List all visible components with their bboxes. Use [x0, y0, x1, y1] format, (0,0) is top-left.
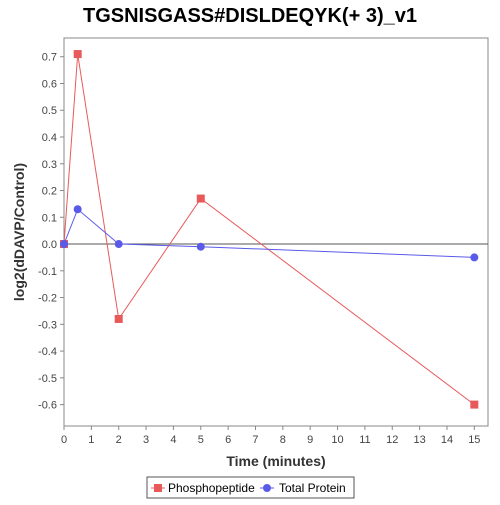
y-tick-label: 0.4 [42, 132, 57, 144]
legend-box [146, 476, 355, 499]
y-tick-label: -0.5 [38, 373, 57, 385]
x-tick-label: 5 [198, 434, 204, 446]
data-point-phosphopeptide [196, 194, 205, 203]
x-tick-label: 8 [280, 434, 286, 446]
data-point-total-protein [114, 240, 123, 249]
legend-marker-phosphopeptide [154, 484, 162, 492]
series-layer [60, 50, 479, 409]
data-point-total-protein [60, 240, 68, 249]
x-tick-label: 1 [88, 434, 94, 446]
x-tick-label: 4 [170, 434, 176, 446]
data-point-total-protein [470, 253, 479, 262]
y-tick-label: 0.7 [42, 52, 57, 64]
data-point-phosphopeptide [470, 400, 479, 409]
x-axis: 0 1 2 3 4 5 6 7 8 9 10 11 12 13 14 15 [61, 426, 480, 446]
data-point-phosphopeptide [114, 314, 123, 323]
plot-area [63, 37, 489, 427]
x-tick-label: 12 [386, 434, 398, 446]
y-tick-label: -0.3 [38, 319, 57, 331]
y-tick-label: -0.4 [38, 346, 57, 358]
x-tick-label: 10 [331, 434, 343, 446]
x-tick-label: 11 [359, 434, 370, 446]
x-tick-label: 2 [116, 434, 122, 446]
y-tick-label: -0.6 [38, 400, 57, 412]
chart-title: TGSNISGASS#DISLDEQYK(+ 3)_v1 [83, 5, 417, 27]
y-axis-label: log2(dDAVP/Control) [11, 163, 27, 301]
y-tick-label: 0.3 [42, 159, 57, 171]
y-tick-label: 0.2 [42, 186, 57, 198]
x-tick-label: 0 [61, 434, 67, 446]
legend-label-phosphopeptide: Phosphopeptide [168, 481, 255, 495]
y-tick-label: 0.0 [42, 239, 57, 251]
data-point-total-protein [73, 205, 82, 214]
x-tick-label: 7 [252, 434, 258, 446]
x-tick-label: 6 [225, 434, 231, 446]
x-tick-label: 13 [413, 434, 425, 446]
y-tick-label: 0.5 [42, 105, 57, 117]
x-tick-label: 9 [307, 434, 313, 446]
legend: Phosphopeptide Total Protein [146, 476, 355, 499]
legend-marker-total-protein [263, 484, 271, 492]
legend-label-total-protein: Total Protein [279, 481, 346, 495]
x-tick-label: 3 [143, 434, 149, 446]
y-tick-label: 0.6 [42, 78, 57, 90]
x-tick-label: 15 [468, 434, 480, 446]
y-axis: 0.7 0.6 0.5 0.4 0.3 0.2 0.1 0.0 -0.1 -0.2 -0.3 -0.4… [38, 52, 64, 412]
y-tick-label: 0.1 [42, 212, 57, 224]
x-axis-label: Time (minutes) [226, 453, 325, 469]
y-tick-label: -0.1 [38, 266, 57, 278]
y-tick-label: -0.2 [38, 293, 57, 305]
x-tick-label: 14 [441, 434, 453, 446]
data-point-phosphopeptide [73, 50, 82, 59]
data-point-total-protein [196, 242, 205, 251]
